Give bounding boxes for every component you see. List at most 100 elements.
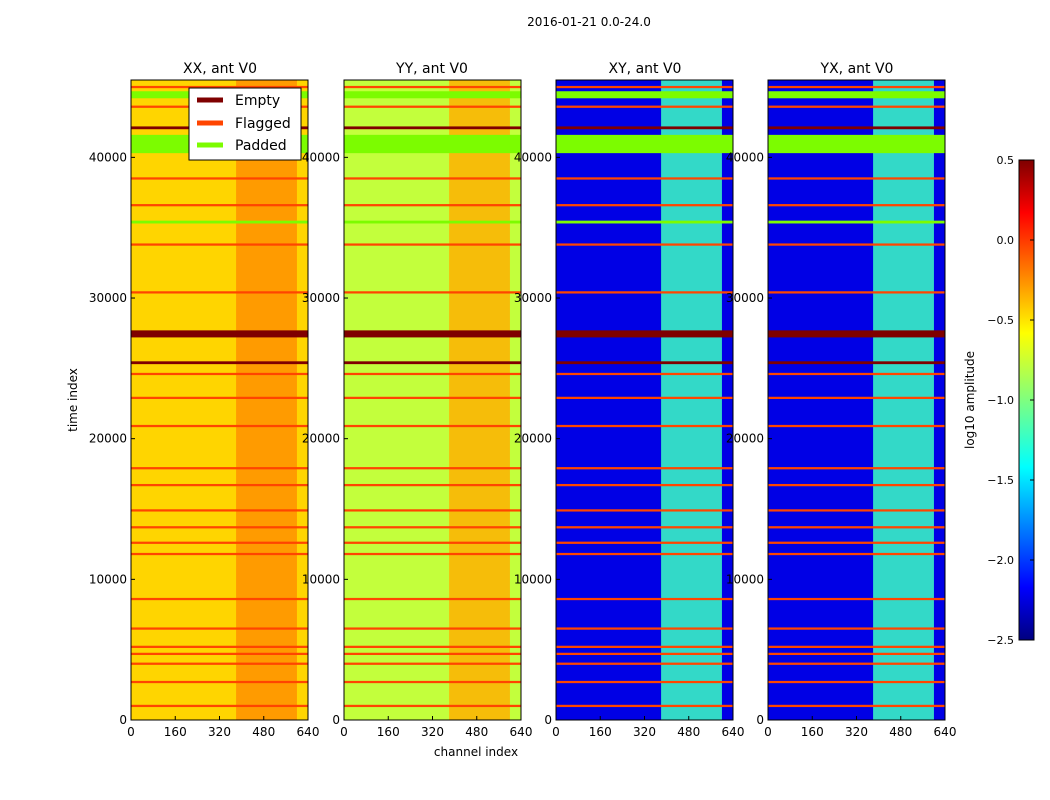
- panel-title-yx: YX, ant V0: [820, 61, 894, 77]
- heatmap-row-stripe: [344, 467, 521, 470]
- figure-suptitle: 2016-01-21 0.0-24.0: [527, 15, 651, 29]
- x-tick-label: 480: [465, 725, 488, 739]
- heatmap-row-stripe: [556, 91, 733, 99]
- heatmap-row-stripe: [344, 509, 521, 512]
- heatmap-row-stripe: [768, 680, 945, 684]
- heatmap-row-stripe: [768, 652, 945, 656]
- y-tick-label: 0: [544, 713, 552, 727]
- heatmap-row-stripe: [768, 509, 945, 512]
- heatmap-row-stripe: [131, 597, 308, 601]
- heatmap-row-stripe: [131, 645, 308, 648]
- heatmap-row-stripe: [131, 361, 308, 365]
- colorbar: 0.5 0.0 −0.5 −1.0 −1.5 −2.0 −2.5 log10 amplitu…: [963, 154, 1035, 647]
- heatmap-row-stripe: [556, 424, 733, 428]
- panel-xy: XY, ant V0 0 160 320 480 640 0 10000 20000 30000…: [514, 61, 745, 739]
- heatmap-row-stripe: [768, 220, 945, 224]
- heatmap-row-stripe: [344, 220, 521, 224]
- y-tick-label: 0: [756, 713, 764, 727]
- heatmap-row-stripe: [556, 704, 733, 708]
- y-tick-label: 30000: [726, 291, 764, 305]
- heatmap-row-stripe: [768, 243, 945, 246]
- heatmap-row-stripe: [344, 91, 521, 99]
- heatmap-row-stripe: [768, 91, 945, 99]
- colorbar-ticks: 0.5 0.0 −0.5 −1.0 −1.5 −2.0 −2.5: [987, 154, 1034, 647]
- heatmap-row-stripe: [556, 396, 733, 400]
- x-tick-label: 480: [252, 725, 275, 739]
- heatmap-row-stripe: [768, 552, 945, 556]
- heatmap-row-stripe: [344, 126, 521, 130]
- heatmap-row-stripe: [556, 467, 733, 470]
- heatmap-row-stripe: [344, 424, 521, 428]
- y-tick-label: 20000: [89, 432, 127, 446]
- heatmap-row-stripe: [556, 372, 733, 376]
- heatmap-row-stripe: [131, 220, 308, 224]
- heatmap-row-stripe: [344, 134, 521, 154]
- y-tick-label: 10000: [302, 572, 340, 586]
- x-tick-label: 160: [589, 725, 612, 739]
- heatmap-xy: 0 160 320 480 640 0 10000 20000 30000 40000: [514, 79, 745, 739]
- colorbar-tick-label: −2.0: [987, 554, 1014, 567]
- y-tick-label: 30000: [89, 291, 127, 305]
- y-tick-label: 40000: [514, 150, 552, 164]
- y-tick-label: 20000: [726, 432, 764, 446]
- heatmap-row-stripe: [344, 85, 521, 89]
- heatmap-row-stripe: [768, 372, 945, 376]
- heatmap-row-stripe: [556, 126, 733, 130]
- heatmap-row-stripe: [556, 509, 733, 512]
- x-tick-label: 320: [421, 725, 444, 739]
- heatmap-row-stripe: [344, 680, 521, 684]
- x-tick-label: 160: [164, 725, 187, 739]
- heatmap-xx: 0 160 320 480 640 0 10000 20000 30000 40000: [89, 79, 319, 739]
- x-tick-label: 640: [722, 725, 745, 739]
- heatmap-row-stripe: [556, 552, 733, 556]
- heatmap-row-stripe: [768, 704, 945, 708]
- heatmap-row-stripe: [344, 662, 521, 665]
- heatmap-row-stripe: [131, 467, 308, 470]
- legend-label-padded: Padded: [235, 138, 287, 154]
- heatmap-row-stripe: [131, 652, 308, 656]
- heatmap-row-stripe: [344, 177, 521, 180]
- heatmap-row-stripe: [344, 372, 521, 376]
- heatmap-row-stripe: [344, 645, 521, 648]
- x-tick-label: 0: [340, 725, 348, 739]
- colorbar-tick-label: −1.5: [987, 474, 1014, 487]
- heatmap-row-stripe: [131, 483, 308, 487]
- heatmap-row-stripe: [556, 483, 733, 487]
- heatmap-row-stripe: [131, 243, 308, 246]
- heatmap-row-stripe: [344, 330, 521, 338]
- heatmap-row-stripe: [344, 597, 521, 601]
- heatmap-row-stripe: [768, 645, 945, 648]
- colorbar-tick-label: −2.5: [987, 634, 1014, 647]
- y-tick-label: 0: [332, 713, 340, 727]
- heatmap-row-stripe: [556, 243, 733, 246]
- heatmap-row-stripe: [131, 396, 308, 400]
- y-tick-label: 30000: [302, 291, 340, 305]
- heatmap-row-stripe: [768, 541, 945, 544]
- x-tick-label: 320: [208, 725, 231, 739]
- heatmap-row-stripe: [131, 704, 308, 708]
- heatmap-row-stripe: [131, 85, 308, 89]
- heatmap-row-stripe: [344, 204, 521, 207]
- x-tick-label: 320: [845, 725, 868, 739]
- heatmap-row-stripe: [556, 541, 733, 544]
- heatmap-row-stripe: [768, 85, 945, 89]
- heatmap-yx: 0 160 320 480 640 0 10000 20000 30000 40000: [726, 79, 956, 739]
- heatmap-row-stripe: [344, 396, 521, 400]
- heatmap-row-stripe: [556, 204, 733, 207]
- heatmap-band: [449, 80, 510, 720]
- y-tick-label: 10000: [89, 572, 127, 586]
- x-tick-label: 0: [764, 725, 772, 739]
- heatmap-yy: 0 160 320 480 640 0 10000 20000 30000 40000: [302, 79, 532, 739]
- heatmap-row-stripe: [768, 361, 945, 365]
- y-tick-label: 10000: [514, 572, 552, 586]
- colorbar-tick-label: −1.0: [987, 394, 1014, 407]
- x-axis-label: channel index: [434, 745, 518, 759]
- y-tick-label: 40000: [89, 150, 127, 164]
- heatmap-row-stripe: [344, 361, 521, 365]
- heatmap-band: [873, 80, 934, 720]
- y-tick-label: 30000: [514, 291, 552, 305]
- y-tick-label: 40000: [302, 150, 340, 164]
- heatmap-row-stripe: [768, 396, 945, 400]
- heatmap-row-stripe: [131, 424, 308, 428]
